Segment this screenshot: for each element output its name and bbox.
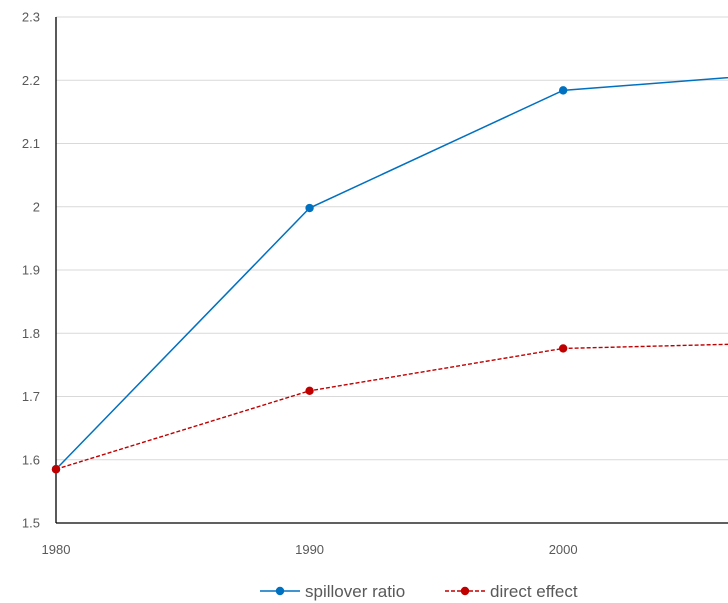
x-tick-label: 2000	[549, 542, 578, 557]
axes	[55, 17, 728, 524]
data-point-spillover-ratio	[558, 86, 568, 95]
data-point-direct-effect	[558, 344, 568, 353]
legend-label: direct effect	[490, 582, 578, 601]
series-line-direct-effect	[55, 343, 728, 470]
x-tick-label: 1980	[42, 542, 71, 557]
legend-swatch-marker	[460, 586, 470, 596]
y-tick-label: 1.9	[22, 263, 40, 278]
tick-labels: 1.5 1.6 1.7 1.8 1.9 2 2.1 2.2 2.3 1980 1990 2000	[22, 10, 578, 558]
y-tick-label: 2	[33, 199, 40, 214]
y-tick-label: 1.6	[22, 452, 40, 467]
legend-item-spillover-ratio: spillover ratio	[260, 582, 405, 601]
data-point-direct-effect	[305, 386, 314, 396]
data-point-spillover-ratio	[305, 203, 314, 213]
legend-swatch-marker	[275, 586, 285, 596]
legend-item-direct-effect: direct effect	[445, 582, 578, 601]
series-line-spillover-ratio	[55, 76, 728, 470]
y-tick-label: 1.7	[22, 389, 40, 404]
data-point-direct-effect	[51, 465, 61, 474]
y-tick-label: 2.3	[22, 10, 40, 25]
x-tick-label: 1990	[295, 542, 324, 557]
legend-label: spillover ratio	[305, 582, 405, 601]
gridlines	[56, 16, 728, 461]
y-tick-label: 2.1	[22, 136, 40, 151]
y-tick-label: 1.8	[22, 326, 40, 341]
series	[51, 76, 728, 474]
y-tick-label: 2.2	[22, 73, 40, 88]
y-tick-label: 1.5	[22, 516, 40, 531]
legend: spillover ratio direct effect	[260, 582, 578, 601]
